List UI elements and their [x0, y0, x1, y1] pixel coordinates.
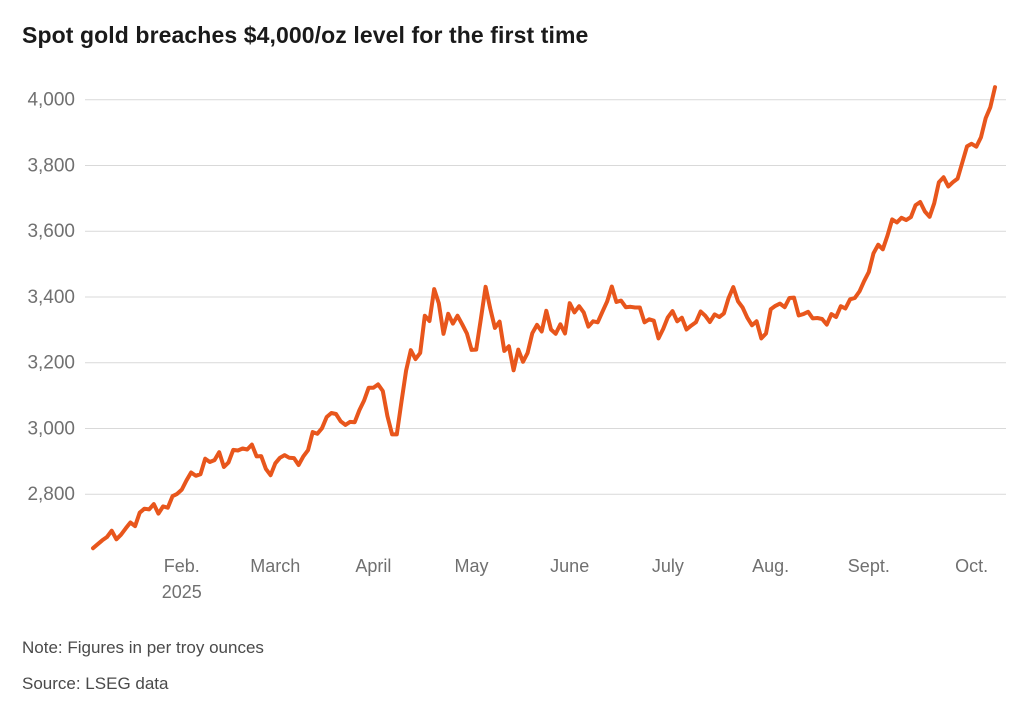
y-axis-tick-label: 3,600	[27, 221, 75, 242]
x-axis-tick-label: April	[355, 556, 391, 576]
chart-note: Note: Figures in per troy ounces	[22, 638, 264, 657]
x-axis-year-label: 2025	[162, 582, 202, 602]
chart-source: Source: LSEG data	[22, 674, 169, 693]
gold-price-line-chart: 2,800 3,000 3,200 3,400 3,600 3,800 4,000 Feb. 2…	[27, 85, 1006, 602]
x-axis-tick-label: Aug.	[752, 556, 789, 576]
y-axis-tick-label: 3,000	[27, 418, 75, 439]
gold-price-line	[91, 85, 997, 551]
x-axis-tick-label: July	[652, 556, 684, 576]
y-axis-tick-label: 3,400	[27, 287, 75, 308]
x-axis-tick-label: March	[250, 556, 300, 576]
y-axis-tick-label: 3,800	[27, 155, 75, 176]
y-axis-tick-label: 4,000	[27, 90, 75, 111]
y-axis-tick-label: 2,800	[27, 484, 75, 505]
x-axis-tick-label: May	[455, 556, 489, 576]
chart-title: Spot gold breaches $4,000/oz level for t…	[22, 22, 589, 48]
x-axis-tick-label: Feb.	[164, 556, 200, 576]
x-axis-tick-label: June	[550, 556, 589, 576]
x-axis-tick-label: Sept.	[848, 556, 890, 576]
y-axis-tick-label: 3,200	[27, 353, 75, 374]
x-axis-tick-label: Oct.	[955, 556, 988, 576]
